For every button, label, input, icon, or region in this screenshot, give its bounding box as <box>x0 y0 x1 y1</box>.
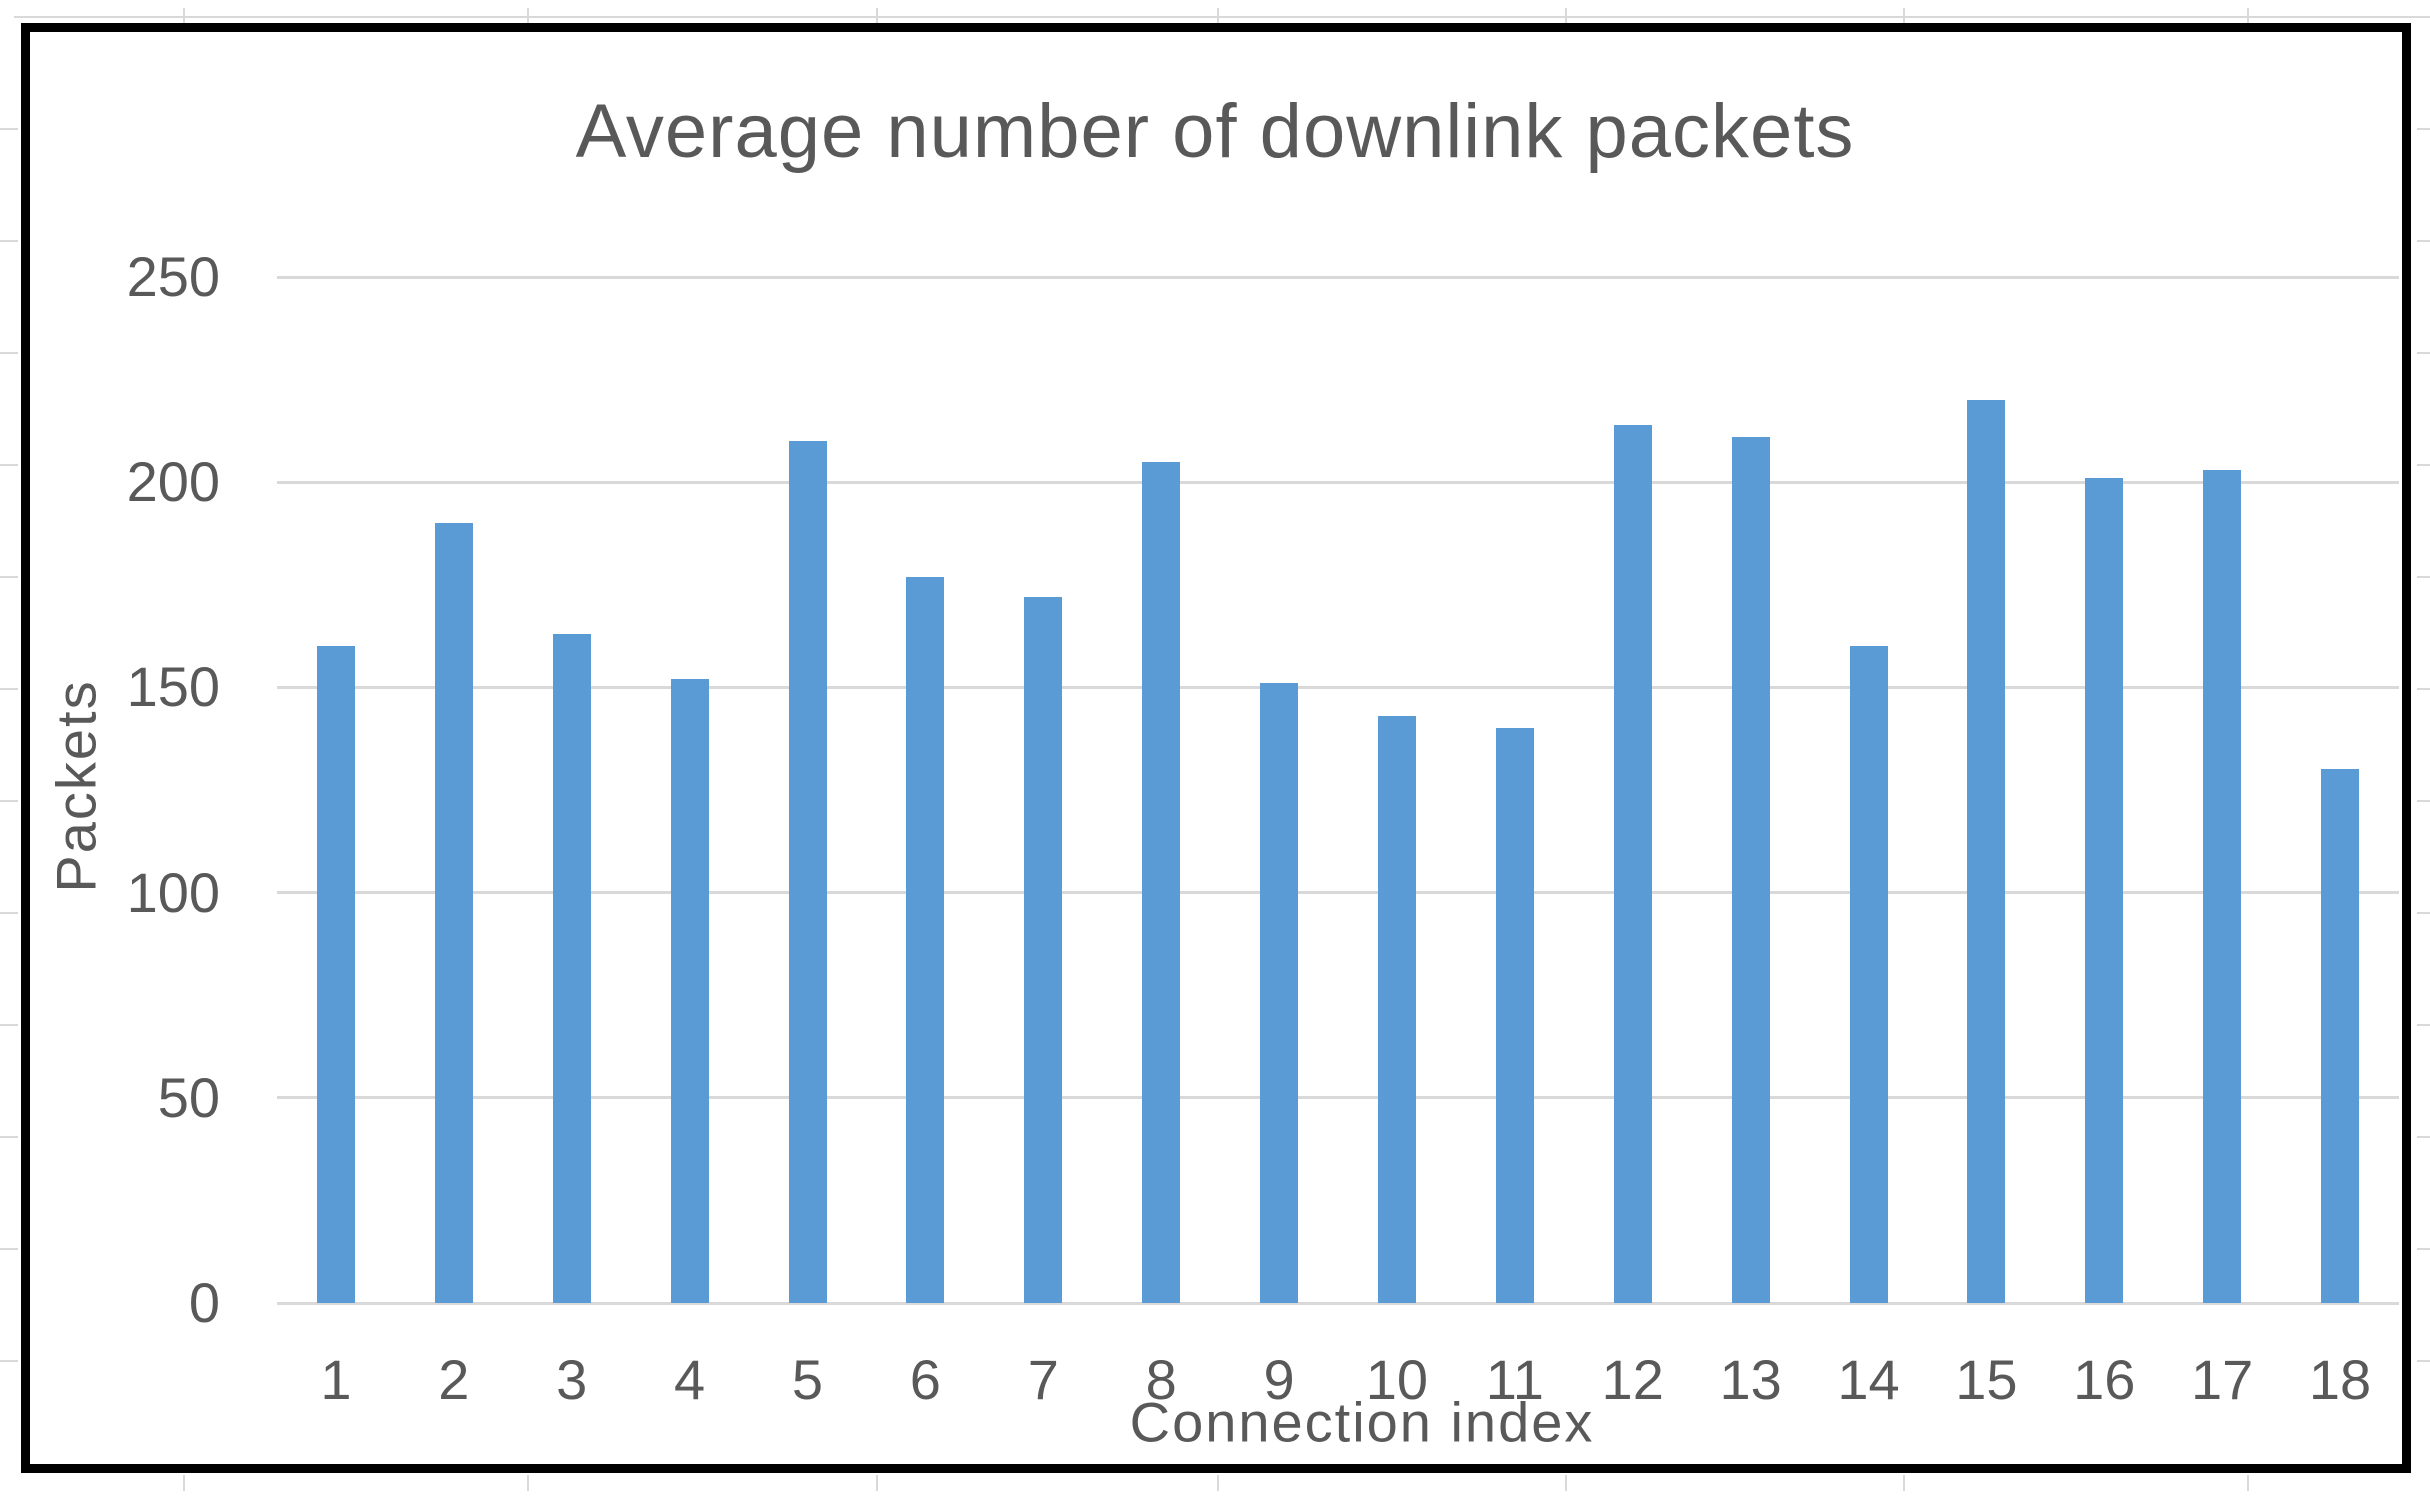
sheet-row-stub <box>0 912 18 914</box>
chart-frame <box>21 23 2411 1473</box>
gridline <box>277 480 2399 484</box>
x-tick-label: 5 <box>791 1348 824 1411</box>
sheet-row-stub <box>2417 1136 2430 1138</box>
bar <box>434 523 473 1303</box>
sheet-row-stub <box>2417 1024 2430 1026</box>
x-tick-label: 16 <box>2073 1348 2136 1411</box>
bar <box>1024 597 1063 1303</box>
x-tick-label: 11 <box>1485 1348 1544 1411</box>
gridline <box>277 685 2399 689</box>
sheet-row-stub <box>0 1360 18 1362</box>
sheet-row-stub <box>0 576 18 578</box>
bar <box>1377 716 1416 1303</box>
sheet-row-stub <box>2417 1248 2430 1250</box>
bar <box>552 634 591 1303</box>
gridline <box>277 275 2399 279</box>
sheet-column-stub <box>1903 8 1905 26</box>
gridline <box>277 891 2399 895</box>
x-tick-label: 6 <box>909 1348 941 1411</box>
bar <box>906 576 945 1303</box>
x-tick-label: 3 <box>556 1348 588 1411</box>
sheet-row-stub <box>0 1136 18 1138</box>
y-tick-label: 150 <box>126 655 220 719</box>
sheet-row-stub <box>2417 464 2430 466</box>
sheet-row-stub <box>0 352 18 354</box>
bar <box>1613 424 1652 1303</box>
sheet-row-stub <box>0 688 18 690</box>
sheet-column-stub <box>527 8 529 26</box>
sheet-row-stub <box>0 240 18 242</box>
sheet-row-stub <box>2417 352 2430 354</box>
sheet-column-stub <box>1565 1475 1567 1491</box>
bar <box>2203 469 2242 1303</box>
x-tick-label: 12 <box>1601 1348 1664 1411</box>
bar <box>1967 400 2006 1303</box>
y-tick-label: 100 <box>126 860 220 924</box>
x-tick-label: 4 <box>674 1348 706 1411</box>
sheet-row-stub <box>2417 1360 2430 1362</box>
sheet-column-stub <box>1217 1475 1219 1491</box>
sheet-column-stub <box>876 8 878 26</box>
sheet-row-stub <box>2417 240 2430 242</box>
x-tick-label: 13 <box>1719 1348 1782 1411</box>
sheet-column-stub <box>183 8 185 26</box>
sheet-column-stub <box>1903 1475 1905 1491</box>
gridline <box>277 1301 2399 1305</box>
sheet-column-stub <box>527 1475 529 1491</box>
bar <box>1142 461 1181 1303</box>
gridline <box>277 1096 2399 1100</box>
sheet-row-stub <box>0 1248 18 1250</box>
x-tick-label: 8 <box>1145 1348 1177 1411</box>
sheet-row-stub <box>2417 128 2430 130</box>
chart-title: Average number of downlink packets <box>575 89 1855 174</box>
bar <box>1495 728 1534 1303</box>
x-axis-title: Connection index <box>1129 1390 1595 1454</box>
x-tick-label: 1 <box>320 1348 352 1411</box>
x-tick-label: 17 <box>2191 1348 2254 1411</box>
bar <box>2321 769 2360 1303</box>
bar <box>316 646 355 1303</box>
sheet-row-line <box>14 16 2430 18</box>
bar <box>670 679 709 1303</box>
sheet-row-stub <box>2417 576 2430 578</box>
x-tick-label: 14 <box>1837 1348 1900 1411</box>
x-tick-label: 18 <box>2308 1348 2372 1411</box>
y-axis-title: Packets <box>44 679 108 893</box>
y-tick-label: 250 <box>126 245 220 308</box>
bar <box>1260 683 1299 1303</box>
bar <box>1849 646 1888 1303</box>
sheet-column-stub <box>1217 8 1219 26</box>
x-tick-label: 2 <box>438 1348 470 1411</box>
bar <box>1731 437 1770 1303</box>
sheet-column-stub <box>876 1475 878 1491</box>
x-tick-label: 15 <box>1955 1348 2018 1411</box>
y-tick-label: 200 <box>126 450 220 514</box>
bar <box>788 441 827 1303</box>
y-tick-label: 0 <box>188 1271 220 1334</box>
sheet-column-stub <box>2247 8 2249 26</box>
sheet-column-stub <box>1565 8 1567 26</box>
sheet-row-stub <box>2417 912 2430 914</box>
sheet-row-stub <box>2417 688 2430 690</box>
sheet-row-stub <box>0 128 18 130</box>
sheet-column-stub <box>2247 1475 2249 1491</box>
x-tick-label: 10 <box>1365 1348 1429 1411</box>
bar <box>2085 478 2124 1303</box>
sheet-row-stub <box>0 464 18 466</box>
sheet-column-stub <box>183 1475 185 1491</box>
sheet-row-stub <box>0 800 18 802</box>
y-tick-label: 50 <box>157 1065 220 1129</box>
sheet-row-stub <box>2417 800 2430 802</box>
x-tick-label: 9 <box>1263 1348 1295 1411</box>
sheet-row-stub <box>0 1024 18 1026</box>
x-tick-label: 7 <box>1027 1348 1059 1411</box>
